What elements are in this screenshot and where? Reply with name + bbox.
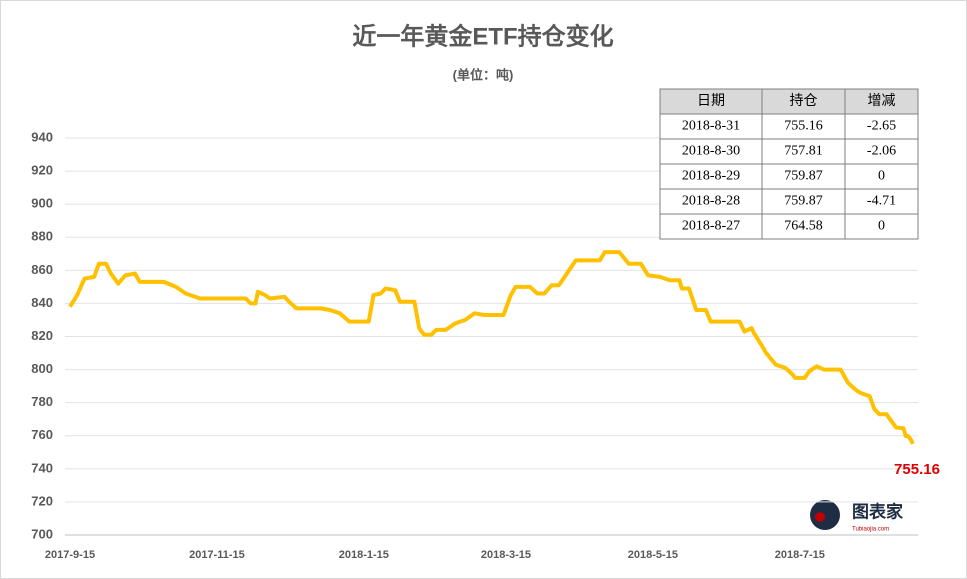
y-tick-label: 920 <box>31 163 53 178</box>
data-line <box>68 250 915 445</box>
table-cell <box>844 163 919 190</box>
table-cell-text: 2018-8-29 <box>682 169 740 184</box>
table-cell <box>659 163 763 190</box>
y-tick-label: 720 <box>31 493 53 508</box>
table-header: 持仓 <box>790 92 818 108</box>
x-tick-label: 2018-7-15 <box>775 549 825 561</box>
table-cell <box>761 213 846 240</box>
y-tick-label: 840 <box>31 295 53 310</box>
y-tick-label: 800 <box>31 361 53 376</box>
logo-dot <box>815 512 825 522</box>
logo-icon <box>810 500 840 530</box>
table-cell-text: -4.71 <box>867 194 896 209</box>
x-tick-label: 2017-11-15 <box>189 549 245 561</box>
table-cell-text: 0 <box>878 219 885 234</box>
logo-url: Tubiaojia.com <box>852 527 889 533</box>
x-tick-label: 2018-3-15 <box>481 549 531 561</box>
y-tick-label: 940 <box>31 129 53 144</box>
table-cell-text: 2018-8-28 <box>682 194 740 209</box>
table-cell-text: 2018-8-30 <box>682 144 740 159</box>
table-cell-text: -2.06 <box>867 144 896 159</box>
table-cell <box>844 113 919 140</box>
data-table: 日期 持仓 增减 2018-8-31 755.16 -2.65 2018-8-30 757.8… <box>659 88 919 240</box>
logo-text: 图表家 <box>852 501 903 521</box>
y-tick-label: 700 <box>31 526 53 541</box>
table-cell <box>761 138 846 165</box>
y-tick-label: 780 <box>31 394 53 409</box>
table-cell <box>659 213 763 240</box>
table-header: 日期 <box>697 92 725 108</box>
y-tick-label: 880 <box>31 229 53 244</box>
y-tick-label: 760 <box>31 427 53 442</box>
table-cell-text: 757.81 <box>784 144 823 159</box>
table-cell-text: 764.58 <box>784 219 823 234</box>
table-header-cell <box>844 88 919 115</box>
table-cell <box>844 138 919 165</box>
table-cell <box>761 163 846 190</box>
table-cell-text: 759.87 <box>784 169 823 184</box>
y-tick-label: 820 <box>31 328 53 343</box>
x-tick-label: 2018-5-15 <box>628 549 678 561</box>
x-tick-label: 2018-1-15 <box>339 549 389 561</box>
table-cell-text: -2.65 <box>867 119 896 134</box>
chart-title: 近一年黄金ETF持仓变化 <box>352 22 613 50</box>
table-cell-text: 2018-8-27 <box>682 219 740 234</box>
table-cell-text: 755.16 <box>784 119 823 134</box>
x-tick-label: 2017-9-15 <box>45 549 95 561</box>
watermark: 图表家 Tubiaojia.com <box>810 500 903 533</box>
table-cell <box>659 138 763 165</box>
table-cell <box>844 188 919 215</box>
chart-subtitle: (单位：吨) <box>453 67 514 82</box>
table-header: 增减 <box>868 92 896 108</box>
data-label: 755.16 <box>894 461 940 478</box>
y-tick-label: 900 <box>31 196 53 211</box>
table-cell-text: 759.87 <box>784 194 823 209</box>
y-tick-label: 860 <box>31 262 53 277</box>
table-cell-text: 2018-8-31 <box>682 119 740 134</box>
table-cell <box>844 213 919 240</box>
y-tick-label: 740 <box>31 460 53 475</box>
table-cell-text: 0 <box>878 169 885 184</box>
